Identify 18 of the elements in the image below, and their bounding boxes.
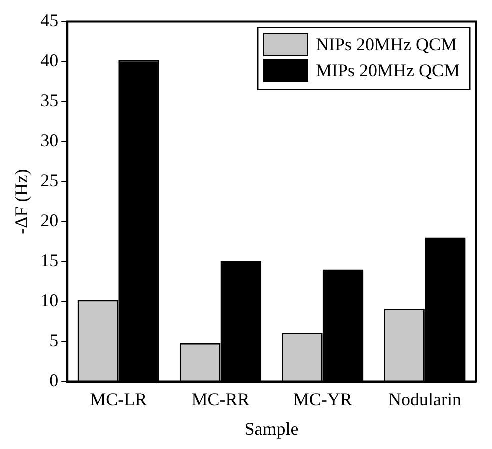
y-tick-label: 0	[50, 370, 59, 391]
y-axis-title: -ΔF (Hz)	[12, 169, 32, 234]
y-tick-label: 5	[50, 330, 59, 351]
y-tick-label: 35	[40, 90, 59, 111]
legend-label: NIPs 20MHz QCM	[316, 34, 457, 55]
y-tick-label: 30	[40, 130, 59, 151]
y-tick-label: 10	[40, 290, 59, 311]
x-tick-label: MC-RR	[192, 389, 250, 410]
y-tick-label: 20	[40, 210, 59, 231]
y-tick-label: 45	[40, 10, 59, 31]
x-tick-label: MC-LR	[90, 389, 148, 410]
y-tick-label: 25	[40, 170, 59, 191]
x-axis-title: Sample	[244, 418, 299, 439]
x-tick-label: MC-YR	[293, 389, 352, 410]
x-tick-label: Nodularin	[388, 389, 462, 410]
legend-label: MIPs 20MHz QCM	[316, 60, 460, 81]
y-tick-label: 15	[40, 250, 59, 271]
y-tick-label: 40	[40, 50, 59, 71]
